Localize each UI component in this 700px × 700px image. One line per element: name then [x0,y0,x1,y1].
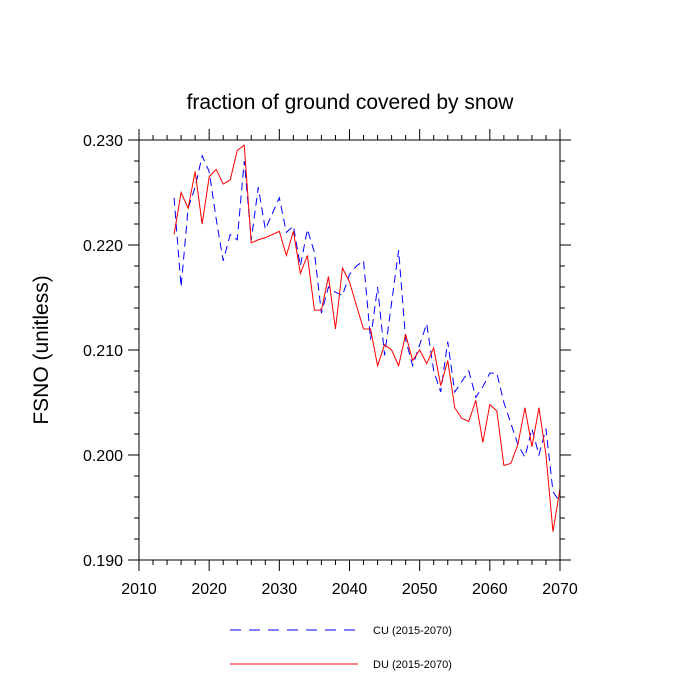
legend: CU (2015-2070) DU (2015-2070) [230,625,452,671]
y-axis-label: FSNO (unitless) [30,275,53,424]
x-tick-label: 2060 [472,581,508,598]
x-tick-label: 2070 [542,581,578,598]
y-tick-label: 0.190 [83,553,123,570]
x-tick-label: 2020 [191,581,227,598]
legend-label: DU (2015-2070) [373,659,452,671]
series-line-du [173,144,561,532]
series-line-cu [173,154,561,503]
legend-label: CU (2015-2070) [373,625,452,637]
x-tick-label: 2050 [402,581,438,598]
x-tick-label: 2040 [332,581,368,598]
series-layer [173,144,561,532]
x-tick-label: 2030 [262,581,298,598]
y-tick-label: 0.220 [83,238,123,255]
chart-title: fraction of ground covered by snow [187,91,515,114]
x-tick-label: 2010 [121,581,157,598]
y-tick-label: 0.210 [83,343,123,360]
plot-frame [138,139,561,561]
y-tick-label: 0.200 [83,448,123,465]
axis-ticks: 0.190 0.200 0.210 0.220 0.230 2010 2020 2030 204… [83,129,578,598]
y-tick-label: 0.230 [83,133,123,150]
